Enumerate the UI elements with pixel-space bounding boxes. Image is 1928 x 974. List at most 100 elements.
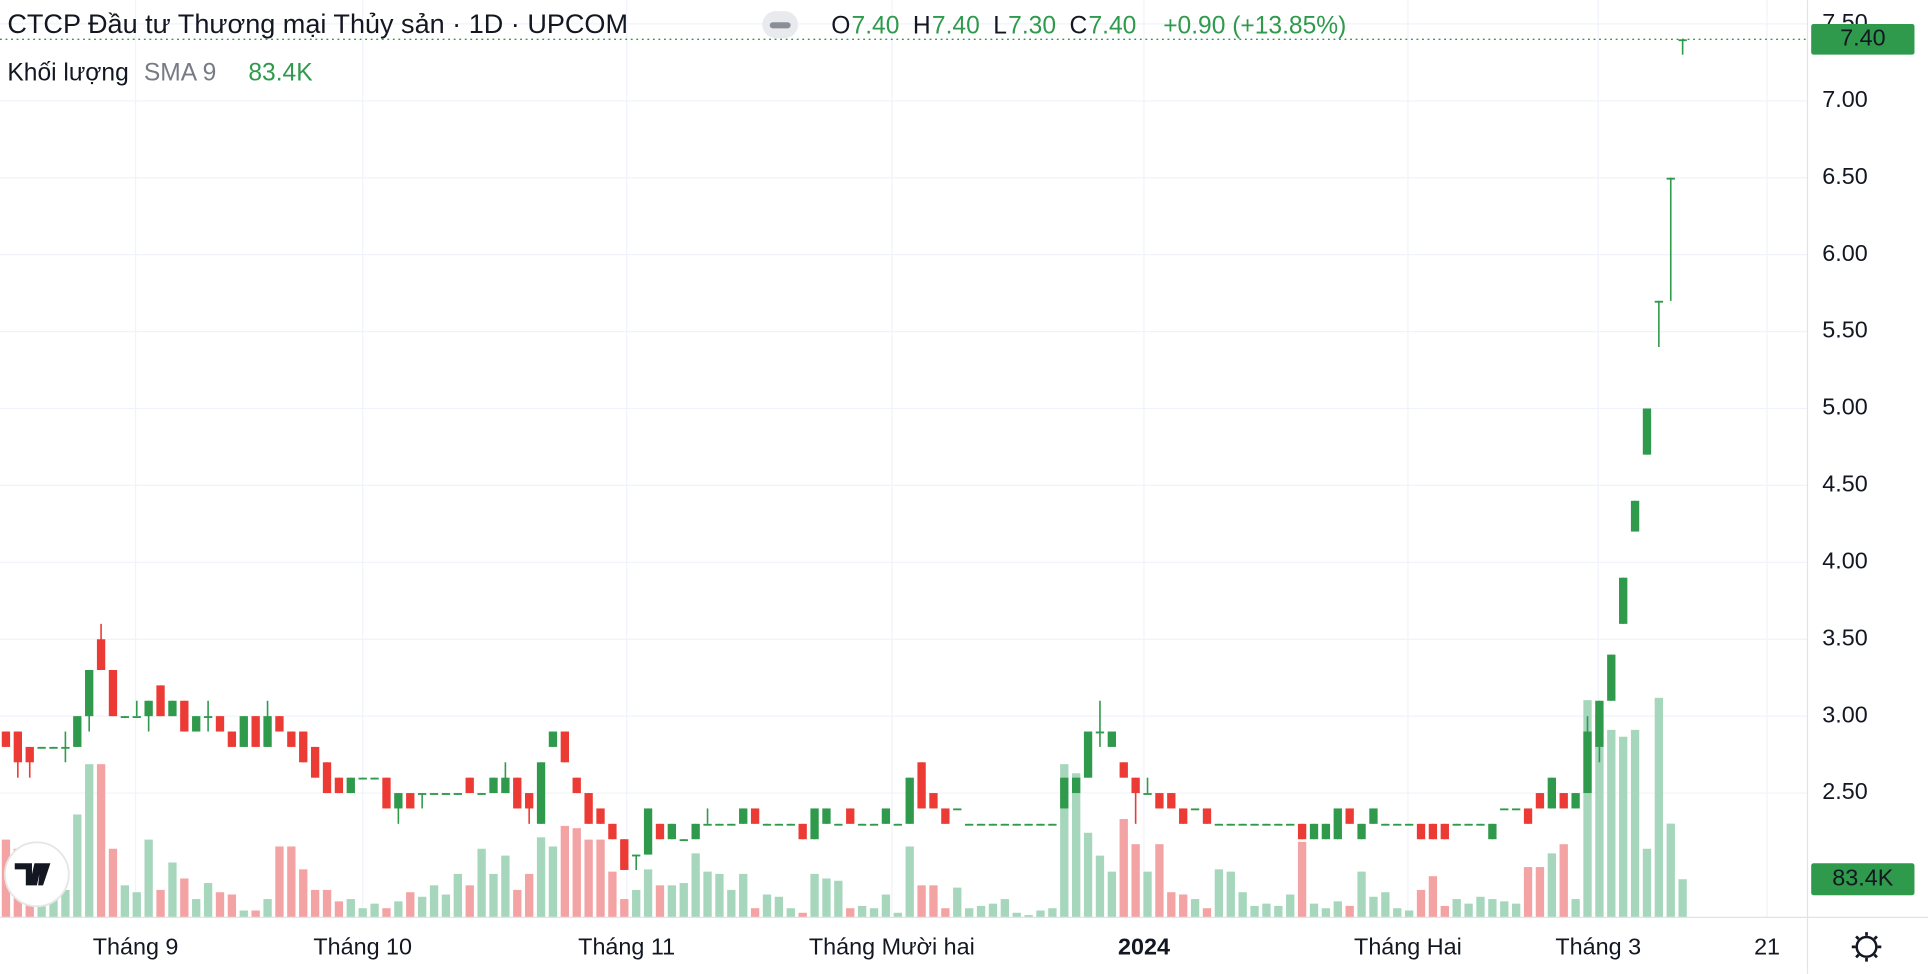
volume-bar (429, 885, 439, 918)
volume-tag (1811, 863, 1915, 896)
candle-body (1393, 823, 1402, 826)
candle-body (251, 716, 260, 747)
candle-body (1571, 793, 1580, 809)
volume-bar (1440, 905, 1449, 918)
volume-bar (120, 885, 130, 918)
volume-bar (1369, 896, 1378, 918)
volume-bar (929, 885, 938, 918)
candle-body (762, 823, 772, 826)
candle-body (1321, 823, 1331, 840)
last-price-label: 7.40 (1840, 24, 1885, 50)
candle-body (96, 639, 106, 671)
volume-bar (477, 848, 486, 918)
candle-body (513, 777, 522, 809)
candle-body (1440, 823, 1449, 840)
volume-bar (1119, 819, 1128, 918)
volume-bar (953, 887, 962, 918)
candle-body (1250, 823, 1259, 826)
volume-bar (548, 846, 558, 918)
candle-body (929, 793, 938, 809)
logo[interactable] (3, 841, 70, 908)
volume-bar (1309, 903, 1319, 918)
candle-body (953, 808, 962, 811)
candle-body (632, 854, 641, 857)
candle-body (1107, 731, 1117, 747)
candle-body (822, 808, 831, 824)
candle-body (1452, 823, 1461, 826)
volume-bar (1678, 879, 1687, 918)
y-tick-label: 7.00 (1822, 86, 1867, 112)
volume-bar (762, 894, 772, 918)
candle-body (465, 777, 474, 794)
volume-bar (370, 903, 379, 918)
y-tick-label: 4.00 (1822, 547, 1867, 573)
candle-body (1226, 823, 1235, 826)
candle-body (299, 731, 308, 763)
candle-body (596, 808, 605, 824)
candle-body (429, 793, 439, 795)
volume-legend-indicator: SMA 9 (144, 59, 216, 86)
x-tick-label: Tháng 3 (1555, 933, 1641, 959)
last-price-tag (1811, 23, 1915, 55)
candle-body (501, 777, 510, 794)
toggle-icon (769, 22, 791, 29)
y-tick-label: 6.50 (1822, 163, 1867, 189)
volume-bar (1190, 899, 1200, 918)
candle-body (1024, 823, 1033, 826)
volume-bar (976, 905, 986, 918)
candle-body (180, 700, 189, 732)
candle-body (1619, 577, 1628, 624)
volume-bar (560, 825, 570, 918)
volume-bar (1607, 729, 1616, 918)
candle-body (1202, 808, 1212, 824)
volume-bar (1642, 848, 1652, 918)
candle-body (1131, 777, 1140, 794)
volume-bar (156, 889, 165, 918)
candle-body (156, 685, 165, 717)
candle-body (810, 808, 819, 840)
candle-body (275, 716, 284, 732)
ohlc-legend: O 7.40 H 7.40 L 7.30 C 7.40 (831, 13, 1136, 40)
y-tick-label: 6.00 (1822, 240, 1867, 266)
candle-body (750, 808, 760, 824)
volume-bar (132, 892, 141, 918)
volume-bar (893, 912, 902, 918)
volume-bar (263, 899, 272, 918)
price-pane (0, 38, 1808, 870)
candle-body (1428, 823, 1438, 840)
settings-icon[interactable] (1851, 932, 1882, 962)
volume-bar (1535, 867, 1545, 918)
candle-body (1523, 808, 1533, 824)
volume-bar (596, 839, 605, 918)
x-tick-label: Tháng 9 (93, 933, 179, 959)
volume-legend-value: 83.4K (248, 59, 313, 86)
volume-bar (536, 837, 546, 918)
x-tick-label: Tháng Mười hai (809, 933, 975, 959)
volume-bar (584, 839, 593, 918)
candle-body (1559, 793, 1568, 809)
volume-bar (453, 873, 462, 918)
volume-bar (37, 899, 46, 918)
volume-bar (727, 889, 736, 918)
volume-bar (667, 885, 677, 918)
volume-bar (192, 899, 201, 918)
volume-bar (406, 892, 415, 918)
volume-bar (1511, 903, 1521, 918)
volume-bar (1131, 844, 1140, 918)
volume-bar (1024, 915, 1033, 918)
volume-bar (750, 908, 760, 918)
volume-bar (180, 878, 189, 918)
volume-bar (168, 862, 177, 918)
candle-body (1119, 762, 1128, 778)
volume-bar (275, 846, 284, 918)
candle-body (1095, 731, 1105, 734)
ohlc-key: C (1070, 13, 1088, 40)
candle-body (1583, 731, 1592, 794)
candle-body (1179, 808, 1188, 824)
volume-bar (1381, 892, 1390, 918)
volume-bar (703, 871, 712, 918)
volume-bar (525, 873, 534, 918)
candle-body (703, 823, 712, 826)
candle-body (1333, 808, 1342, 840)
candle-body (1654, 300, 1664, 303)
